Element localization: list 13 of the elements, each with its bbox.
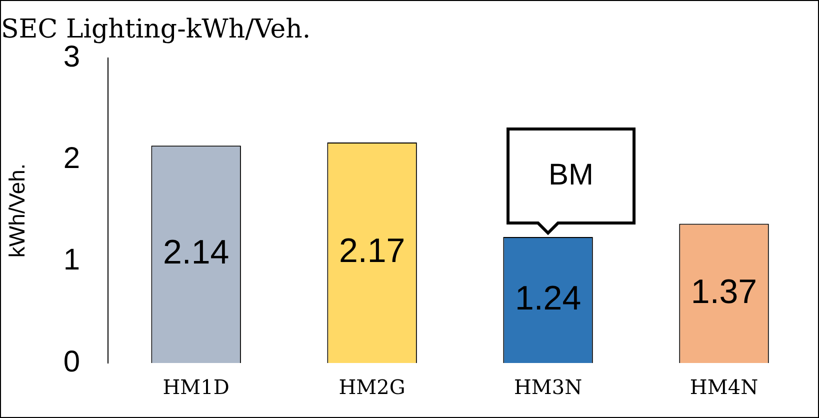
y-tick-label: 0 xyxy=(63,345,80,378)
x-tick-label: HM4N xyxy=(690,375,758,400)
y-tick-label: 2 xyxy=(63,142,80,176)
x-tick-label: HM3N xyxy=(514,375,582,400)
x-tick-label: HM2G xyxy=(338,375,406,400)
annotation: BM xyxy=(548,158,594,192)
y-axis-title: kWh/Veh. xyxy=(4,164,30,258)
x-tick-label: HM1D xyxy=(162,375,230,400)
data-label: 1.37 xyxy=(690,272,758,311)
data-label: 2.14 xyxy=(162,234,230,272)
y-tick-label: 1 xyxy=(63,244,80,277)
data-label: 2.17 xyxy=(338,232,406,270)
data-label: 1.24 xyxy=(514,279,582,318)
